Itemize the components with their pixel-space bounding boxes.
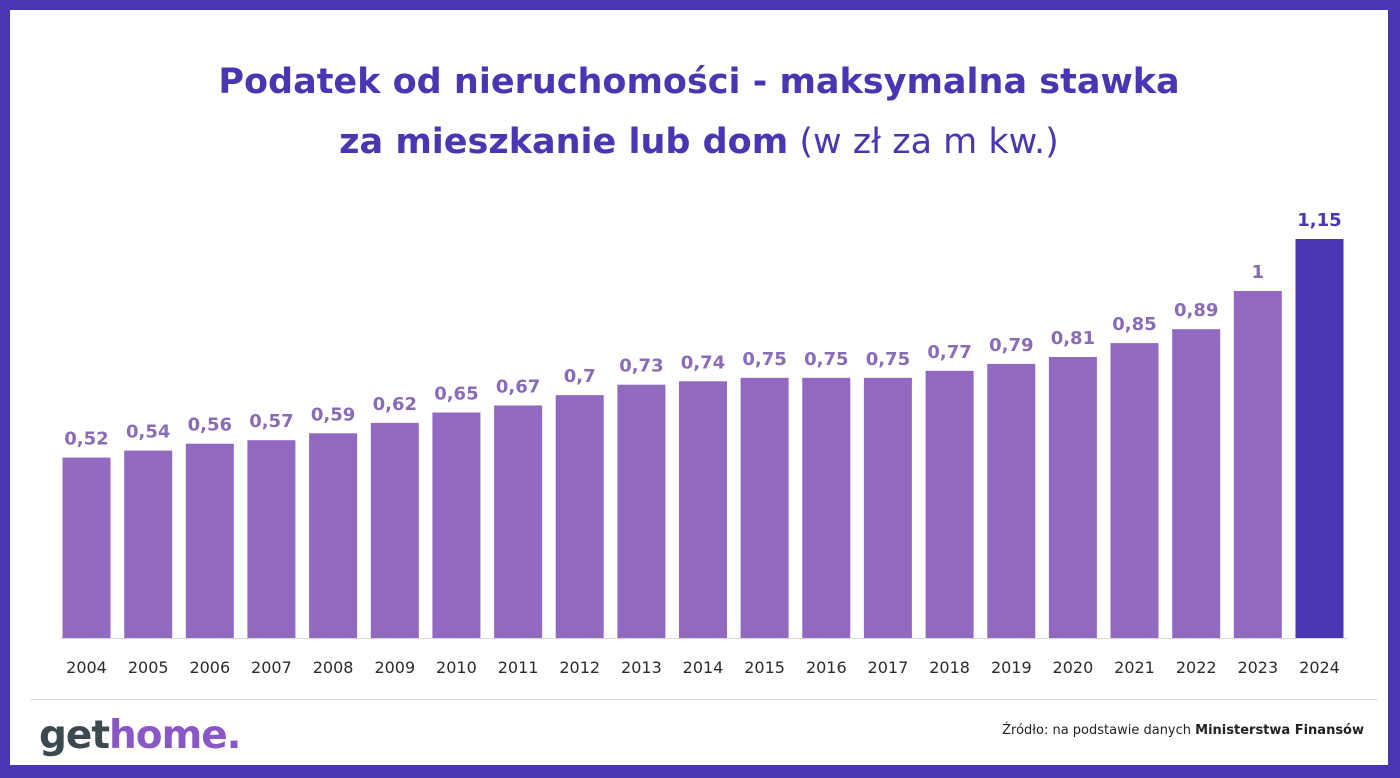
bar-2010 (432, 412, 481, 638)
chart-card: Podatek od nieruchomości - maksymalna st… (10, 10, 1388, 765)
tick-label-2010: 2010 (436, 658, 477, 677)
value-label-2016: 0,75 (804, 349, 848, 370)
value-label-2010: 0,65 (434, 384, 478, 405)
tick-label-2012: 2012 (559, 658, 600, 677)
value-label-2013: 0,73 (619, 356, 663, 377)
tick-label-2021: 2021 (1114, 658, 1155, 677)
tick-label-2005: 2005 (128, 658, 169, 677)
tick-label-2004: 2004 (66, 658, 107, 677)
tick-label-2013: 2013 (621, 658, 662, 677)
tick-label-2009: 2009 (374, 658, 415, 677)
value-label-2008: 0,59 (311, 404, 355, 425)
value-label-2021: 0,85 (1112, 314, 1156, 335)
tick-label-2017: 2017 (868, 658, 909, 677)
value-label-2009: 0,62 (373, 394, 417, 415)
value-label-2018: 0,77 (927, 342, 971, 363)
value-label-2005: 0,54 (126, 422, 170, 443)
value-label-2012: 0,7 (564, 366, 596, 387)
tick-label-2018: 2018 (929, 658, 970, 677)
bar-2024 (1295, 239, 1344, 638)
chart-title: Podatek od nieruchomości - maksymalna st… (10, 52, 1388, 172)
source-ministry: Ministerstwa Finansów (1195, 723, 1364, 738)
tick-label-2014: 2014 (683, 658, 724, 677)
bar-2013 (617, 384, 666, 638)
bar-2020 (1048, 357, 1097, 638)
tick-label-2022: 2022 (1176, 658, 1217, 677)
tick-label-2011: 2011 (498, 658, 539, 677)
tick-label-2023: 2023 (1237, 658, 1278, 677)
bar-2008 (309, 433, 358, 638)
bar-2004 (62, 457, 111, 638)
bar-2016 (802, 377, 851, 638)
bar-2006 (185, 443, 234, 638)
bar-2023 (1233, 291, 1282, 638)
tick-label-2015: 2015 (744, 658, 785, 677)
logo-home: home. (109, 713, 241, 758)
source-note: Źródło: na podstawie danych Ministerstwa… (1002, 723, 1364, 738)
bar-2017 (863, 377, 912, 638)
value-label-2017: 0,75 (866, 349, 910, 370)
bar-2007 (247, 440, 296, 638)
bar-2005 (124, 450, 173, 638)
tick-label-2019: 2019 (991, 658, 1032, 677)
bar-2015 (740, 377, 789, 638)
tick-label-2020: 2020 (1053, 658, 1094, 677)
title-line-1: Podatek od nieruchomości - maksymalna st… (218, 62, 1180, 102)
tick-label-2007: 2007 (251, 658, 292, 677)
value-label-2011: 0,67 (496, 377, 540, 398)
bar-2022 (1172, 329, 1221, 638)
bar-2021 (1110, 343, 1159, 638)
title-line-2-bold: za mieszkanie lub dom (339, 122, 789, 162)
bar-2018 (925, 370, 974, 638)
value-label-2024: 1,15 (1297, 210, 1341, 231)
bar-2019 (987, 363, 1036, 638)
tick-label-2008: 2008 (313, 658, 354, 677)
tick-label-2024: 2024 (1299, 658, 1340, 677)
logo-get: get (39, 713, 110, 758)
bar-2011 (494, 405, 543, 638)
value-label-2004: 0,52 (64, 429, 108, 450)
bar-2014 (679, 381, 727, 638)
bar-2009 (370, 422, 419, 638)
bar-chart: 0,52 2004 0,54 2005 0,56 2006 0,57 2007 0,59 2008… (60, 210, 1348, 677)
tick-label-2006: 2006 (189, 658, 230, 677)
footer-divider (30, 699, 1378, 700)
bar-2012 (555, 395, 604, 638)
value-label-2014: 0,74 (681, 352, 725, 373)
value-label-2020: 0,81 (1051, 328, 1095, 349)
gethome-logo: gethome. (39, 713, 241, 758)
title-line-2-unit: (w zł za m kw.) (799, 122, 1059, 162)
value-label-2006: 0,56 (188, 415, 232, 436)
tick-label-2016: 2016 (806, 658, 847, 677)
value-label-2019: 0,79 (989, 335, 1033, 356)
value-label-2022: 0,89 (1174, 300, 1218, 321)
value-label-2023: 1 (1252, 262, 1265, 283)
value-label-2007: 0,57 (249, 411, 293, 432)
source-prefix: Źródło: na podstawie danych (1002, 723, 1196, 738)
value-label-2015: 0,75 (742, 349, 786, 370)
